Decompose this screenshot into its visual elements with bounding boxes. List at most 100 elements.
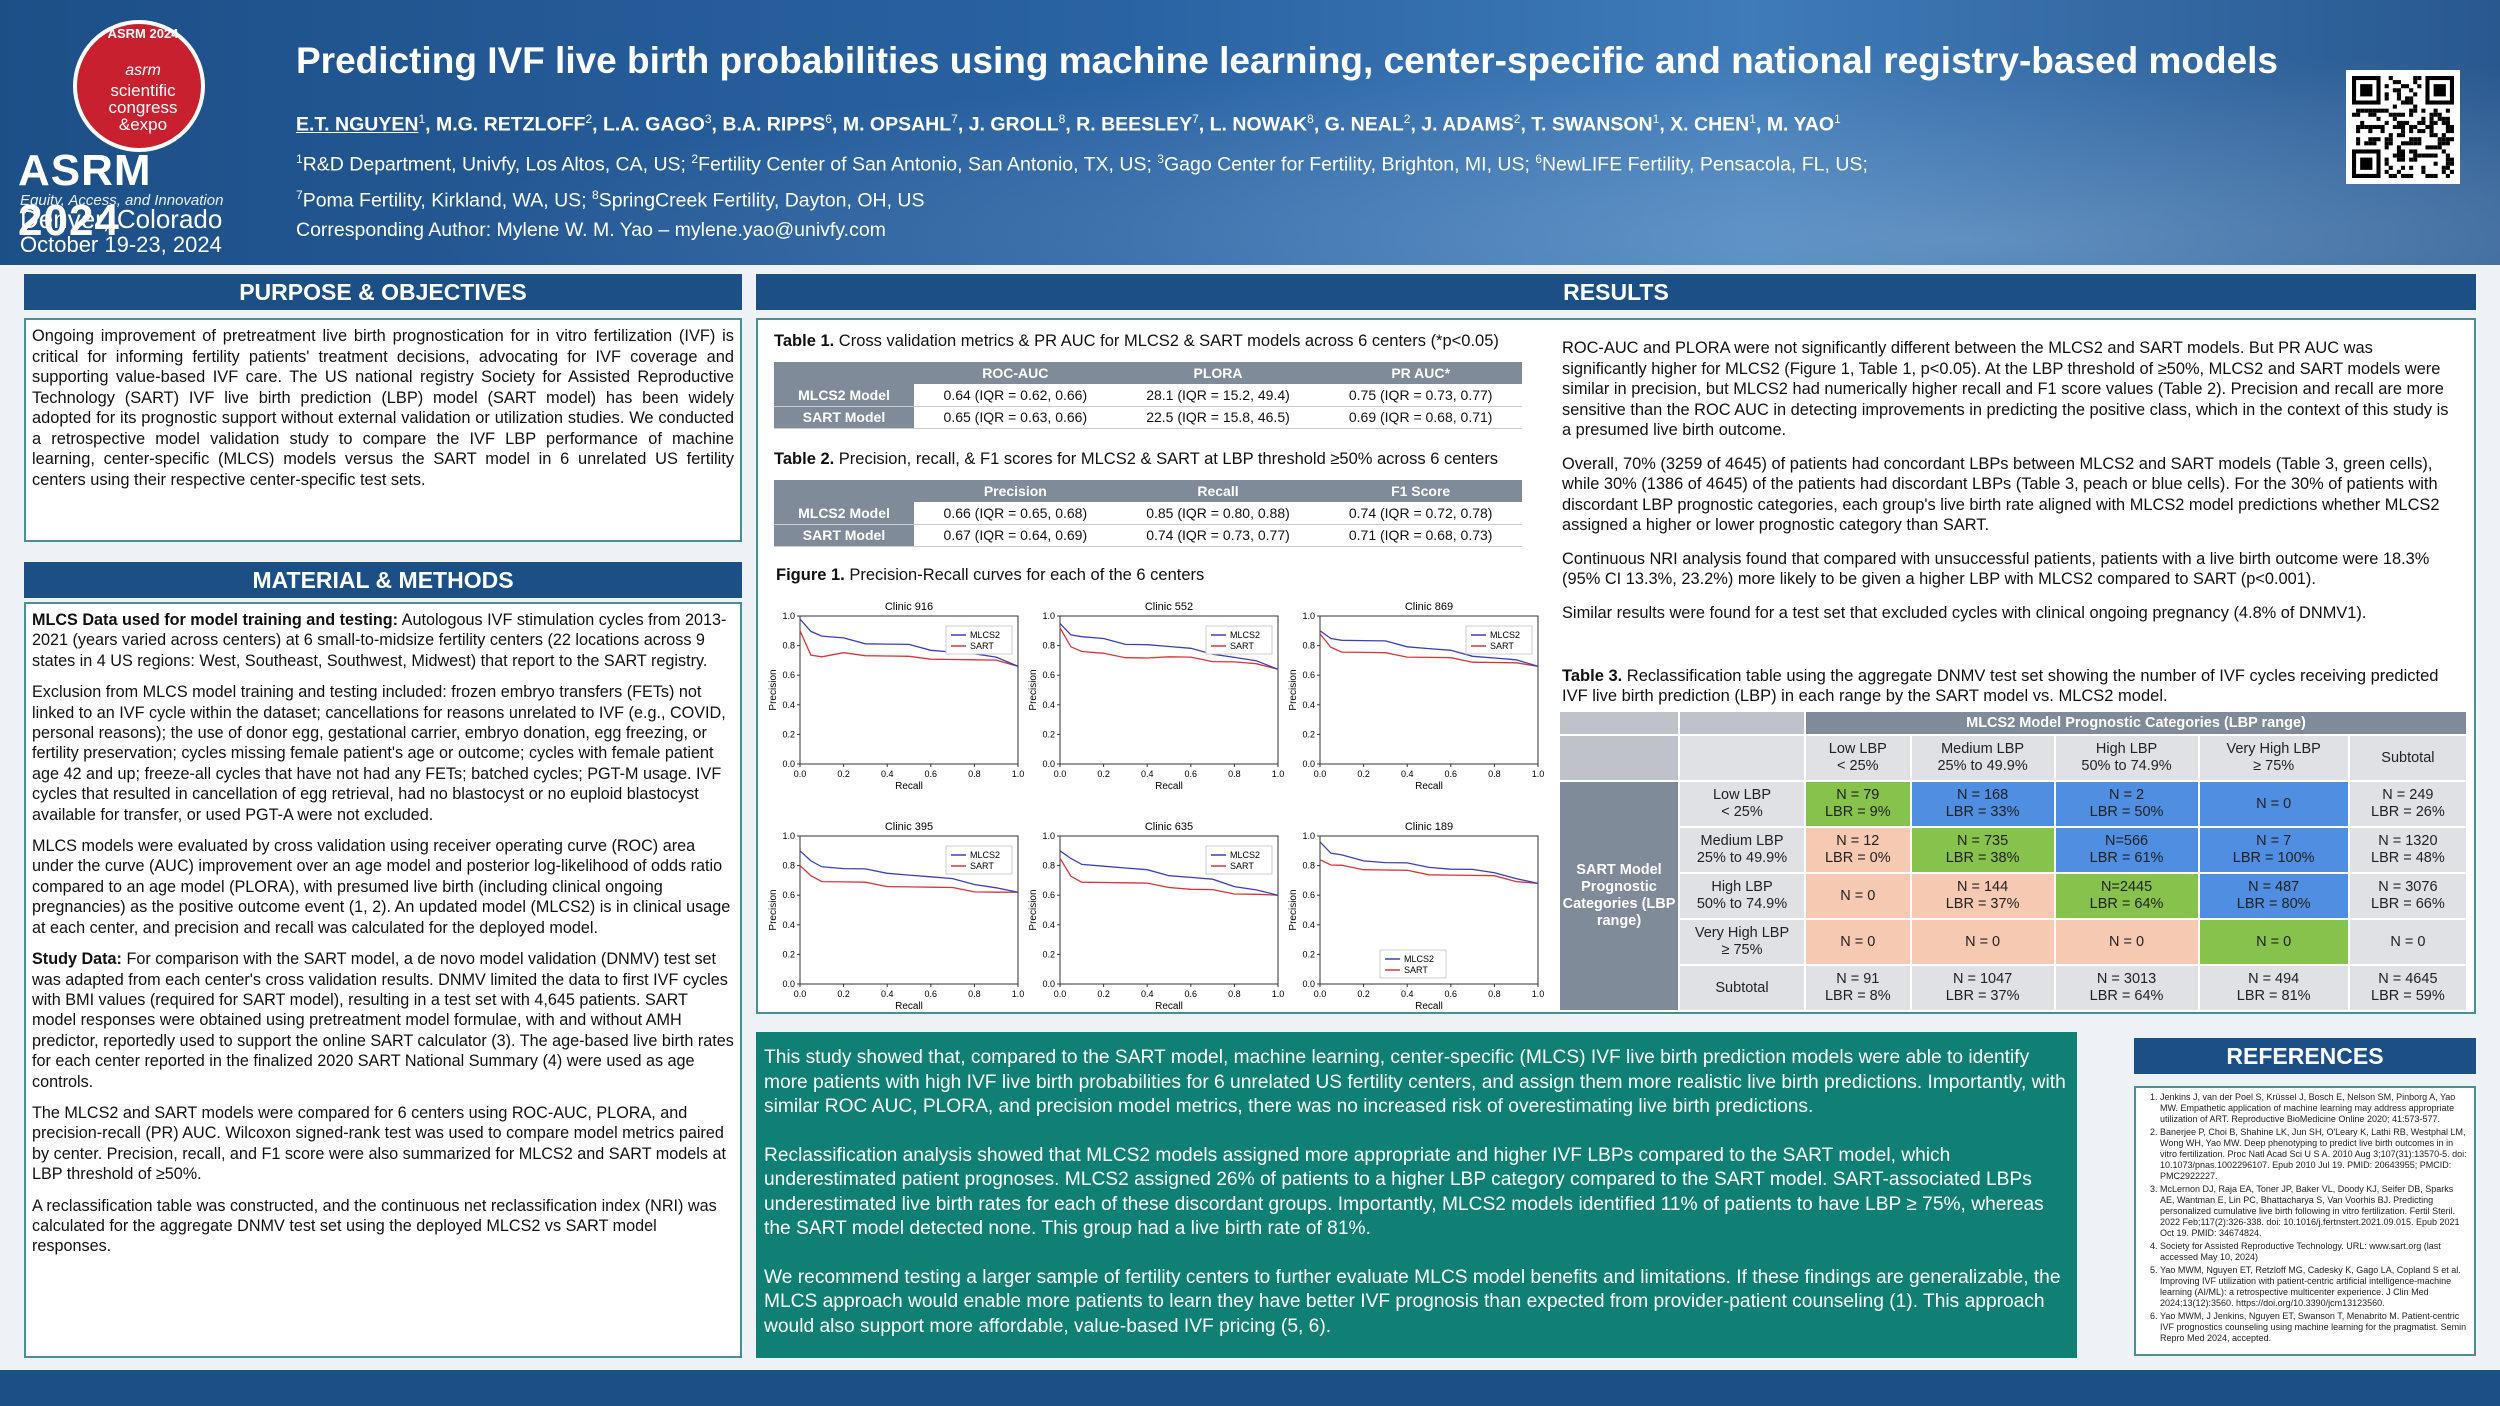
table3-caption: Table 3. Reclassification table using th… — [1562, 667, 2439, 705]
table-cell: N = 2 LBR = 50% — [2053, 780, 2200, 828]
logo-sci-2: congress — [108, 98, 178, 117]
methods-paragraph-1: MLCS Data used for model training and te… — [32, 611, 727, 670]
legend-label: MLCS2 — [1404, 954, 1434, 964]
table-cell — [1558, 710, 1680, 736]
table-cell: N = 79 LBR = 9% — [1804, 780, 1912, 828]
chart-legend — [1205, 625, 1273, 655]
y-tick-label: 0.4 — [1042, 920, 1055, 930]
table-cell: N = 0 — [1804, 918, 1912, 966]
purpose-text: Ongoing improvement of pretreatment live… — [32, 327, 734, 489]
affiliation-line-2: 7Poma Fertility, Kirkland, WA, US; 8Spri… — [296, 187, 925, 212]
y-tick-label: 0.0 — [782, 759, 795, 769]
y-tick-label: 0.2 — [1302, 729, 1315, 739]
x-tick-label: 0.4 — [1141, 989, 1154, 999]
table-cell: Medium LBP 25% to 49.9% — [1678, 826, 1806, 874]
y-axis-label: Precision — [1288, 669, 1299, 710]
x-tick-label: 0.4 — [881, 989, 894, 999]
y-tick-label: 0.2 — [1302, 949, 1315, 959]
table-row: SART Model 0.67 (IQR = 0.64, 0.69) 0.74 (I… — [774, 524, 1522, 547]
author-name: X. CHEN — [1670, 113, 1750, 136]
author-name: M. YAO — [1766, 113, 1835, 136]
x-tick-label: 1.0 — [1532, 989, 1545, 999]
y-tick-label: 0.0 — [1302, 979, 1315, 989]
author-name: M. OPSAHL — [842, 113, 952, 136]
author-name: L. NOWAK — [1209, 113, 1308, 136]
series-line-sart — [799, 865, 1018, 893]
x-tick-label: 0.0 — [1054, 989, 1067, 999]
y-axis-label: Precision — [1028, 669, 1039, 710]
y-tick-label: 0.4 — [782, 700, 795, 710]
x-tick-label: 0.6 — [1445, 989, 1458, 999]
author-name: J. GROLL — [968, 113, 1059, 136]
y-tick-label: 1.0 — [1042, 831, 1055, 841]
x-tick-label: 0.4 — [1401, 989, 1414, 999]
x-tick-label: 0.8 — [968, 769, 981, 779]
table-cell: N = 494 LBR = 81% — [2197, 964, 2350, 1012]
results-paragraph-2: Overall, 70% (3259 of 4645) of patients … — [1562, 454, 2440, 535]
table2-caption: Table 2. Precision, recall, & F1 scores … — [774, 450, 1499, 468]
logo-sci-3: &expo — [118, 115, 168, 134]
table-cell: N = 0 — [1804, 872, 1912, 920]
qr-code-icon — [2352, 76, 2454, 178]
table-cell: Subtotal — [1678, 964, 1806, 1012]
y-tick-label: 0.2 — [1042, 949, 1055, 959]
methods-paragraph-5: The MLCS2 and SART models were compared … — [32, 1103, 726, 1184]
table-cell: Very High LBP ≥ 75% — [1678, 918, 1806, 966]
author-name: J. ADAMS — [1421, 113, 1514, 136]
table-cell: N = 0 — [2347, 918, 2469, 966]
x-tick-label: 0.8 — [1488, 769, 1501, 779]
figure1-caption: Figure 1. Precision-Recall curves for ea… — [776, 566, 1205, 584]
table-row: SART Model Prognostic Categories (LBP ra… — [1558, 780, 2469, 1012]
chart-title: Clinic 189 — [1405, 821, 1453, 833]
author-name: E.T. NGUYEN — [296, 113, 419, 136]
legend-label: SART — [970, 861, 994, 871]
series-line-mlcs2 — [1059, 622, 1279, 670]
table3-reclassification: MLCS2 Model Prognostic Categories (LBP r… — [1558, 710, 2469, 1012]
table-cell: N=2445 LBR = 64% — [2053, 872, 2200, 920]
y-tick-label: 0.8 — [782, 861, 795, 871]
table-row: MLCS2 Model 0.64 (IQR = 0.62, 0.66) 28.1 (… — [774, 384, 1522, 407]
poster-footer — [0, 1370, 2500, 1406]
y-axis-label: Precision — [768, 669, 779, 710]
qr-code[interactable] — [2346, 70, 2460, 184]
affiliation-line-1: 1R&D Department, Univfy, Los Altos, CA, … — [296, 152, 1868, 176]
table-cell — [1558, 734, 1680, 782]
table-cell: N = 1320 LBR = 48% — [2347, 826, 2469, 874]
x-tick-label: 1.0 — [1012, 989, 1025, 999]
y-tick-label: 0.0 — [1302, 759, 1315, 769]
table1: ROC-AUC PLORA PR AUC* MLCS2 Model 0.64 (IQR… — [774, 362, 1522, 429]
table-cell: N = 12 LBR = 0% — [1804, 826, 1912, 874]
x-tick-label: 0.0 — [1314, 769, 1327, 779]
series-line-mlcs2 — [1319, 841, 1539, 885]
results-paragraph-3: Continuous NRI analysis found that compa… — [1562, 549, 2430, 589]
table-cell: Very High LBP ≥ 75% — [2197, 734, 2350, 782]
table-cell: SART Model Prognostic Categories (LBP ra… — [1558, 780, 1680, 1012]
table-cell: N = 249 LBR = 26% — [2347, 780, 2469, 828]
x-tick-label: 0.8 — [1228, 769, 1241, 779]
chart-legend — [945, 625, 1013, 655]
table-cell — [1678, 710, 1806, 736]
methods-paragraph-3: MLCS models were evaluated by cross vali… — [32, 837, 731, 937]
table-cell: MLCS2 Model Prognostic Categories (LBP r… — [1804, 710, 2468, 736]
results-paragraph-1: ROC-AUC and PLORA were not significantly… — [1562, 339, 2449, 439]
author-name: T. SWANSON — [1531, 113, 1653, 136]
y-tick-label: 0.2 — [782, 729, 795, 739]
x-axis-label: Recall — [1415, 1001, 1443, 1012]
y-tick-label: 0.8 — [1302, 641, 1315, 651]
x-tick-label: 0.2 — [1097, 769, 1110, 779]
table-cell: High LBP 50% to 74.9% — [2053, 734, 2200, 782]
x-axis-label: Recall — [895, 781, 923, 792]
y-tick-label: 0.0 — [1042, 759, 1055, 769]
author-name: G. NEAL — [1324, 113, 1404, 136]
y-tick-label: 1.0 — [782, 831, 795, 841]
conclusion-paragraph-1: This study showed that, compared to the … — [764, 1047, 2066, 1117]
table-cell: N = 0 — [2197, 918, 2350, 966]
references-heading: REFERENCES — [2134, 1038, 2476, 1074]
author-name: B.A. RIPPS — [722, 113, 826, 136]
x-tick-label: 1.0 — [1272, 769, 1285, 779]
x-axis-label: Recall — [1155, 781, 1183, 792]
chart-title: Clinic 635 — [1145, 821, 1193, 833]
series-line-sart — [1319, 859, 1539, 885]
x-tick-label: 0.2 — [1357, 989, 1370, 999]
